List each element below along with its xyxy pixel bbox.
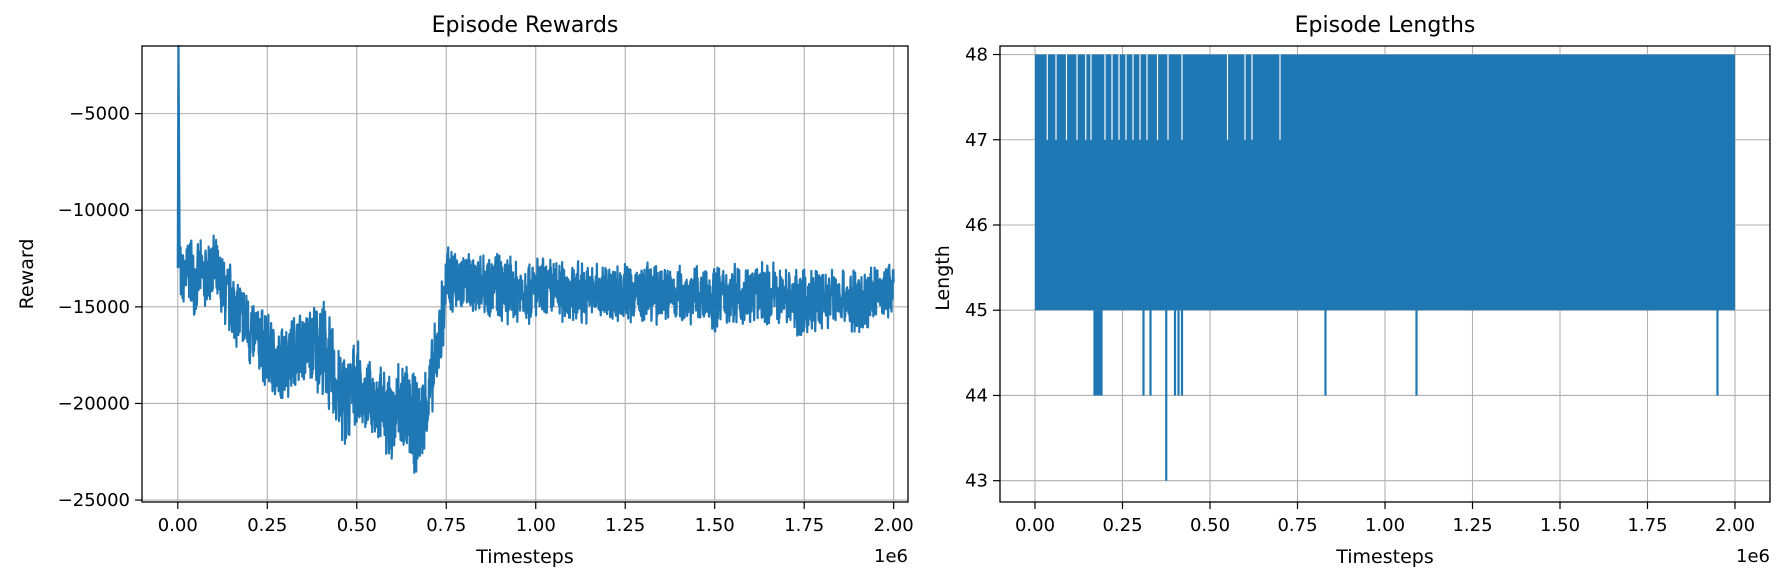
rewards-x-tick-label: 1.00: [516, 515, 556, 536]
rewards-chart-title: Episode Rewards: [432, 13, 619, 38]
lengths-x-tick-label: 0.50: [1190, 515, 1230, 536]
rewards-y-tick-label: −5000: [69, 104, 130, 125]
lengths-series: [1035, 54, 1735, 481]
rewards-y-tick-label: −15000: [58, 297, 130, 318]
rewards-axes-frame: [141, 45, 909, 503]
lengths-y-tick-label: 45: [965, 300, 988, 321]
lengths-x-tick-label: 1.75: [1627, 515, 1667, 536]
rewards-x-tick-label: 0.25: [247, 515, 287, 536]
rewards-y-tick-label: −20000: [58, 393, 130, 414]
rewards-y-tick-label: −10000: [58, 200, 130, 221]
lengths-y-tick-label: 43: [965, 471, 988, 492]
lengths-series-band: [1035, 54, 1735, 311]
lengths-chart: Episode Lengths 0.00 0.25 0.50 0.75 1.00 1.25…: [932, 13, 1771, 568]
rewards-x-tick-label: 0.75: [426, 515, 466, 536]
rewards-x-tick-label: 0.00: [158, 515, 198, 536]
lengths-x-tick-label: 1.25: [1452, 515, 1492, 536]
rewards-chart: Episode Rewards 0.00 0.25 0.50 0.75 1.00 1.25…: [16, 13, 914, 568]
lengths-y-tick-label: 48: [965, 45, 988, 66]
rewards-ticks: 0.00 0.25 0.50 0.75 1.00 1.25 1.50 1.75 2.00 −500…: [58, 104, 914, 536]
lengths-x-tick-label: 0.75: [1277, 515, 1317, 536]
lengths-x-label: Timesteps: [1335, 546, 1434, 568]
lengths-y-label: Length: [932, 245, 954, 311]
lengths-y-tick-label: 46: [965, 215, 988, 236]
lengths-x-tick-label: 0.25: [1102, 515, 1142, 536]
rewards-y-tick-label: −25000: [58, 490, 130, 511]
rewards-x-tick-label: 1.50: [695, 515, 735, 536]
rewards-x-tick-label: 1.75: [784, 515, 824, 536]
rewards-y-label: Reward: [16, 239, 38, 310]
lengths-x-tick-label: 0.00: [1015, 515, 1055, 536]
lengths-x-tick-label: 1.50: [1540, 515, 1580, 536]
lengths-x-offset-text: 1e6: [1736, 546, 1770, 567]
rewards-x-tick-label: 2.00: [874, 515, 914, 536]
lengths-x-tick-label: 2.00: [1715, 515, 1755, 536]
rewards-x-tick-label: 0.50: [337, 515, 377, 536]
rewards-x-label: Timesteps: [475, 546, 574, 568]
lengths-chart-title: Episode Lengths: [1295, 13, 1476, 38]
lengths-y-tick-label: 44: [965, 385, 988, 406]
rewards-x-tick-label: 1.25: [605, 515, 645, 536]
rewards-x-offset-text: 1e6: [874, 546, 908, 567]
lengths-y-tick-label: 47: [965, 130, 988, 151]
lengths-x-tick-label: 1.00: [1365, 515, 1405, 536]
lengths-ticks: 0.00 0.25 0.50 0.75 1.00 1.25 1.50 1.75 2.00 48 47…: [965, 45, 1755, 536]
